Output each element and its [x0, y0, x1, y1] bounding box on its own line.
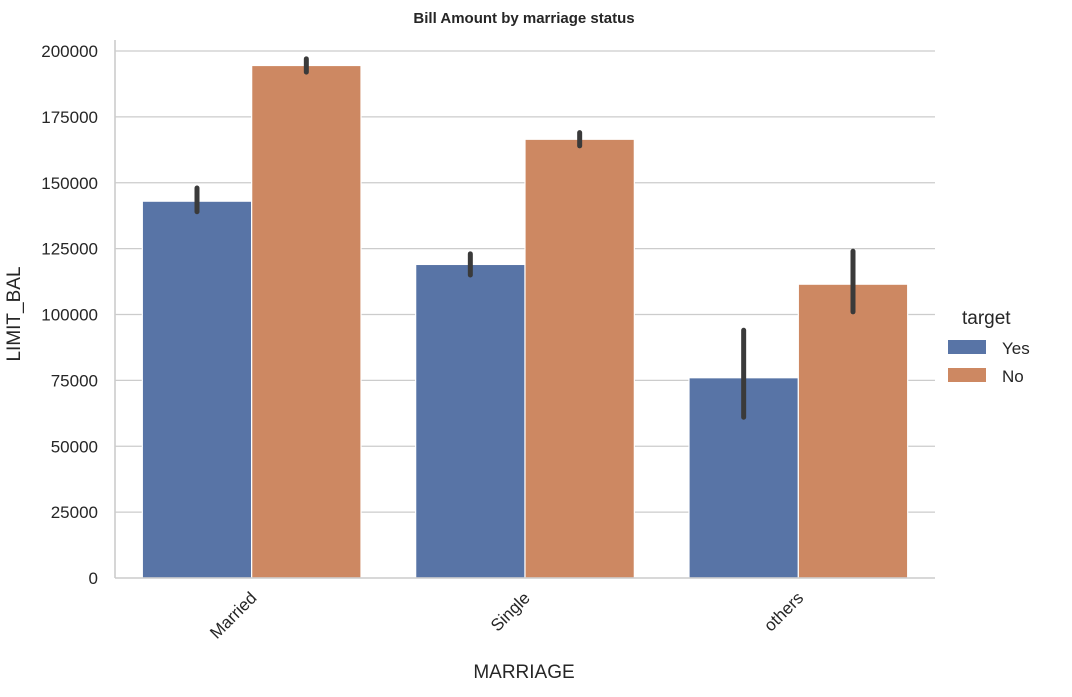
y-tick-label: 200000 [41, 42, 98, 61]
x-tick-label: others [760, 588, 807, 635]
y-tick-label: 75000 [51, 371, 98, 390]
legend-label-yes: Yes [1002, 339, 1030, 358]
legend-swatch-no [948, 368, 986, 382]
y-tick-label: 100000 [41, 306, 98, 325]
y-tick-label: 0 [89, 569, 98, 588]
x-tick-label: Single [487, 588, 534, 635]
y-axis-label: LIMIT_BAL [4, 266, 25, 361]
bars [141, 64, 909, 579]
chart-title: Bill Amount by marriage status [413, 10, 634, 27]
y-tick-label: 175000 [41, 108, 98, 127]
y-tick-label: 150000 [41, 174, 98, 193]
x-tick-label: Married [206, 588, 260, 642]
bar-no-single [524, 138, 635, 579]
y-tick-label: 50000 [51, 437, 98, 456]
bar-yes-married [141, 200, 253, 579]
legend-title: target [962, 308, 1011, 329]
x-axis-label: MARRIAGE [473, 662, 574, 683]
bar-yes-single [415, 263, 526, 579]
y-tick-label: 25000 [51, 503, 98, 522]
legend-label-no: No [1002, 367, 1024, 386]
legend: target Yes No [948, 308, 1030, 386]
bar-no-others [797, 283, 909, 579]
bar-no-married [251, 64, 362, 579]
error-bars [194, 56, 856, 420]
y-tick-label: 125000 [41, 240, 98, 259]
legend-swatch-yes [948, 340, 986, 354]
